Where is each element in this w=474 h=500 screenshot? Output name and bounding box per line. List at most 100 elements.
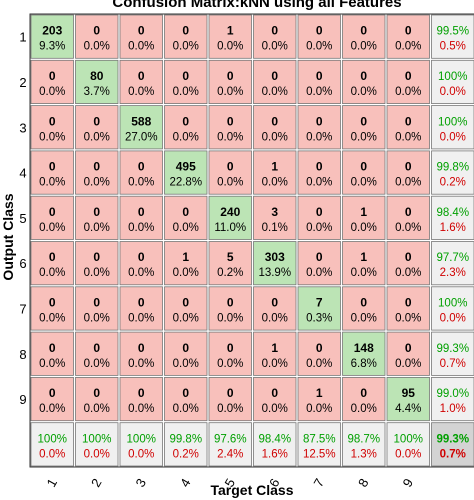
matrix-cell	[253, 105, 297, 150]
cell-percent: 0.0%	[395, 267, 421, 279]
cell-percent: 0.0%	[84, 177, 110, 189]
summary-accuracy: 100%	[38, 433, 67, 445]
cell-count: 0	[93, 160, 100, 174]
summary-error: 0.2%	[173, 448, 199, 460]
cell-percent: 0.0%	[84, 131, 110, 143]
summary-accuracy: 99.5%	[436, 26, 469, 38]
overall-accuracy: 99.3%	[436, 433, 469, 445]
y-tick-label: 6	[19, 256, 26, 271]
cell-percent: 0.0%	[84, 222, 110, 234]
matrix-cell	[30, 150, 74, 195]
cell-count: 588	[131, 114, 151, 128]
cell-count: 7	[316, 295, 323, 309]
cell-count: 0	[182, 114, 189, 128]
matrix-cell	[75, 241, 119, 286]
cell-count: 0	[405, 205, 412, 219]
summary-error: 0.0%	[39, 448, 65, 460]
cell-count: 0	[271, 69, 278, 83]
cell-count: 0	[316, 250, 323, 264]
cell-count: 1	[271, 160, 278, 174]
summary-error: 0.0%	[440, 86, 466, 98]
matrix-cell	[30, 59, 74, 104]
matrix-cell	[253, 241, 297, 286]
matrix-cell	[30, 241, 74, 286]
matrix-cell	[297, 105, 341, 150]
y-tick-label: 9	[19, 392, 26, 407]
cell-percent: 0.0%	[128, 222, 154, 234]
matrix-cell	[164, 105, 208, 150]
matrix-cell	[386, 376, 430, 422]
matrix-cell	[119, 150, 163, 195]
cell-count: 0	[49, 295, 56, 309]
matrix-cell	[164, 59, 208, 104]
cell-percent: 0.0%	[217, 131, 243, 143]
summary-error: 1.6%	[440, 222, 466, 234]
matrix-cell	[342, 59, 386, 104]
cell-count: 0	[138, 24, 145, 38]
cell-percent: 0.0%	[39, 358, 65, 370]
matrix-cell	[208, 286, 252, 331]
matrix-cell	[386, 59, 430, 104]
matrix-cell	[253, 376, 297, 422]
matrix-cell	[253, 59, 297, 104]
cell-count: 0	[227, 386, 234, 400]
cell-percent: 0.0%	[128, 267, 154, 279]
matrix-cell	[208, 331, 252, 376]
cell-percent: 0.0%	[128, 177, 154, 189]
matrix-cell	[342, 14, 386, 59]
cell-count: 0	[227, 114, 234, 128]
matrix-cell	[30, 105, 74, 150]
cell-percent: 0.0%	[262, 177, 288, 189]
cell-count: 0	[360, 69, 367, 83]
summary-error: 2.3%	[440, 267, 466, 279]
cell-percent: 0.0%	[395, 177, 421, 189]
row-summary-cell	[431, 376, 474, 422]
y-tick-label: 2	[19, 75, 26, 90]
cell-count: 0	[138, 341, 145, 355]
cell-percent: 0.0%	[173, 131, 199, 143]
matrix-cell	[119, 286, 163, 331]
matrix-cell	[342, 105, 386, 150]
matrix-cell	[30, 376, 74, 422]
matrix-cell	[208, 14, 252, 59]
cell-percent: 3.7%	[84, 86, 110, 98]
matrix-cell	[386, 331, 430, 376]
cell-percent: 13.9%	[258, 267, 291, 279]
cell-percent: 0.0%	[262, 131, 288, 143]
summary-accuracy: 99.0%	[436, 388, 469, 400]
cell-percent: 0.0%	[173, 267, 199, 279]
matrix-cell	[297, 150, 341, 195]
row-summary-cell	[431, 59, 474, 104]
summary-accuracy: 99.3%	[436, 343, 469, 355]
cell-count: 0	[360, 295, 367, 309]
cell-count: 0	[271, 24, 278, 38]
cell-count: 0	[405, 69, 412, 83]
cell-percent: 0.0%	[39, 312, 65, 324]
matrix-cell	[75, 14, 119, 59]
column-summary-cell	[164, 422, 208, 467]
cell-percent: 0.0%	[173, 403, 199, 415]
cell-percent: 0.0%	[395, 86, 421, 98]
matrix-cell	[342, 286, 386, 331]
matrix-cell	[386, 105, 430, 150]
cell-count: 0	[405, 341, 412, 355]
cell-percent: 0.0%	[39, 131, 65, 143]
cell-count: 0	[405, 114, 412, 128]
matrix-cell	[75, 286, 119, 331]
column-summary-cell	[119, 422, 163, 467]
cell-percent: 0.0%	[351, 312, 377, 324]
matrix-cell	[30, 331, 74, 376]
matrix-cell	[342, 195, 386, 240]
cell-count: 0	[49, 160, 56, 174]
cell-count: 0	[227, 295, 234, 309]
cell-count: 0	[360, 114, 367, 128]
cell-percent: 0.0%	[217, 177, 243, 189]
cell-percent: 0.2%	[217, 267, 243, 279]
row-summary-cell	[431, 150, 474, 195]
cell-count: 80	[90, 69, 104, 83]
matrix-cell	[386, 286, 430, 331]
cell-count: 1	[182, 250, 189, 264]
cell-count: 0	[182, 295, 189, 309]
cell-count: 0	[182, 386, 189, 400]
matrix-cell	[119, 59, 163, 104]
